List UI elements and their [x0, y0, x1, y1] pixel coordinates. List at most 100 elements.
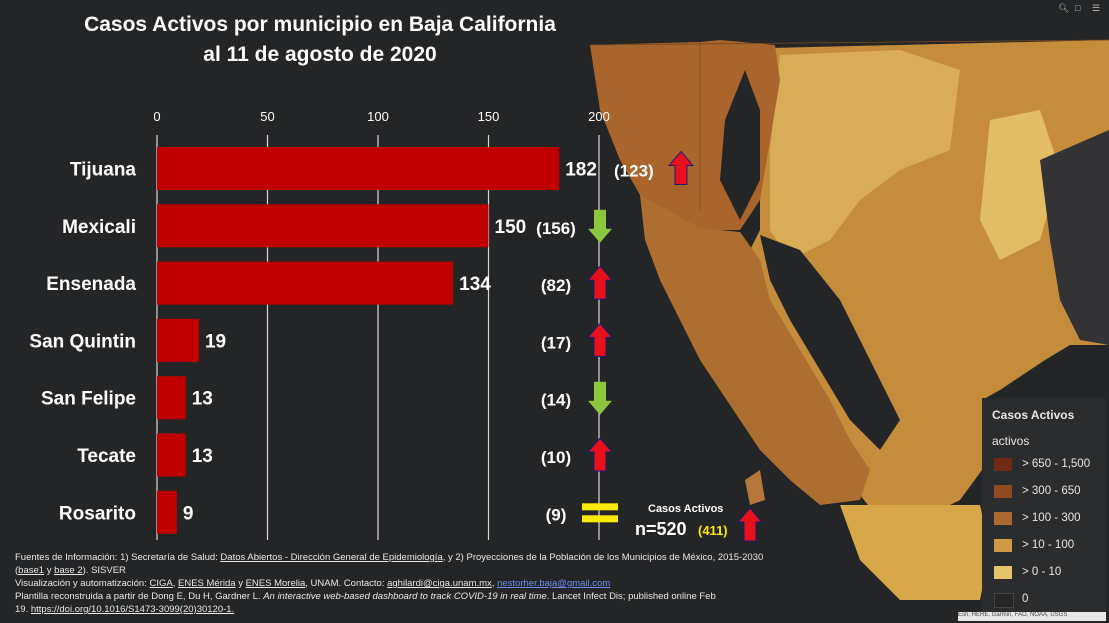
category-label: San Felipe — [41, 389, 136, 410]
footer-text: y — [235, 578, 246, 589]
footer-text: ). SISVER — [82, 565, 126, 576]
legend-swatch — [994, 485, 1012, 498]
map-region-gulf-south — [760, 235, 900, 450]
footer-text: Plantilla reconstruida a partir de Dong … — [15, 591, 264, 602]
x-tick-label: 50 — [260, 109, 274, 124]
map-region-bcs-tip — [745, 470, 765, 505]
category-label: Ensenada — [46, 274, 136, 295]
legend: Casos Activos activos > 650 - 1,500 > 30… — [982, 398, 1106, 618]
footer-line-1: Fuentes de Información: 1) Secretaría de… — [15, 552, 895, 563]
value-label: 182 — [565, 160, 597, 181]
footer-link[interactable]: CIGA — [149, 578, 173, 589]
trend-up-arrow — [736, 507, 764, 542]
bar — [157, 433, 186, 477]
bar — [157, 147, 560, 190]
previous-value-label: (10) — [541, 448, 571, 467]
trend-equal-sign — [582, 515, 618, 523]
footer-text: 19. — [15, 604, 31, 615]
bar — [157, 261, 454, 305]
x-tick-label: 200 — [588, 109, 610, 124]
legend-title: Casos Activos — [992, 408, 1075, 422]
footer-line-4: Plantilla reconstruida a partir de Dong … — [15, 591, 895, 602]
category-label: Rosarito — [59, 503, 136, 524]
footer-link[interactable]: ENES Morelia — [245, 578, 306, 589]
footer-line-5: 19. https://doi.org/10.1016/S1473-3099(2… — [15, 604, 895, 615]
map-attribution[interactable]: Esri, HERE, Garmin, FAO, NOAA, USGS — [958, 612, 1106, 621]
trend-up-arrow — [667, 150, 695, 185]
legend-item-label: > 0 - 10 — [1022, 566, 1062, 578]
bar — [157, 376, 186, 420]
map-region-chihuahua — [1040, 130, 1109, 345]
bar — [157, 490, 177, 534]
category-label: Tijuana — [70, 160, 137, 181]
trend-up-arrow — [586, 322, 614, 357]
map-region-sinaloa — [840, 505, 990, 600]
value-label: 13 — [192, 446, 213, 467]
legend-item-label: 0 — [1022, 593, 1029, 605]
legend-swatch — [994, 458, 1012, 471]
trend-equal-sign — [582, 503, 618, 511]
legend-swatch — [994, 539, 1012, 552]
category-label: San Quintin — [29, 331, 136, 352]
footer-link[interactable]: base1 — [18, 565, 45, 576]
footer-text: ( — [15, 565, 19, 576]
footer-text: , UNAM. Contacto: — [305, 578, 388, 589]
chart-title-line2: al 11 de agosto de 2020 — [203, 43, 437, 66]
legend-swatch — [994, 593, 1014, 608]
footer-line-2: (base1 y base 2). SISVER — [15, 565, 895, 576]
category-label: Mexicali — [62, 217, 136, 238]
footer-text: , — [172, 578, 178, 589]
value-label: 9 — [183, 503, 194, 524]
footer-text: y — [44, 565, 55, 576]
legend-item-label: > 100 - 300 — [1022, 512, 1081, 524]
map-region-sonora-east — [980, 110, 1060, 260]
previous-value-label: (123) — [614, 162, 654, 181]
footer-text: An interactive web-based dashboard to tr… — [263, 591, 547, 602]
value-label: 134 — [459, 274, 491, 295]
previous-value-label: (82) — [541, 276, 571, 295]
footer-text: Fuentes de Información: 1) Secretaría de… — [15, 552, 221, 563]
footer-link[interactable]: ENES Mérida — [178, 578, 236, 589]
total-previous-value: (411) — [698, 523, 728, 538]
footer-text: , y 2) Proyecciones de la Población de l… — [442, 552, 764, 563]
previous-value-label: (9) — [546, 505, 567, 524]
legend-swatch — [994, 512, 1012, 525]
value-label: 150 — [495, 217, 527, 238]
footer-link[interactable]: https://doi.org/10.1016/S1473-3099(20)30… — [30, 604, 235, 615]
footer-text: . Lancet Infect Dis; published online Fe… — [546, 591, 716, 602]
trend-down-arrow — [588, 381, 612, 415]
previous-value-label: (156) — [536, 219, 576, 238]
footer-text: , — [491, 578, 498, 589]
legend-item-label: > 10 - 100 — [1022, 539, 1075, 551]
total-value: n=520 — [635, 519, 687, 539]
footer-link[interactable]: Datos Abiertos - Dirección General de Ep… — [220, 552, 443, 563]
footer-link[interactable]: aghilardi@ciga.unam.mx — [387, 578, 492, 589]
x-tick-label: 150 — [478, 109, 500, 124]
trend-up-arrow — [586, 437, 614, 472]
bar — [157, 204, 489, 248]
legend-item-label: > 300 - 650 — [1022, 485, 1081, 497]
value-label: 19 — [205, 331, 226, 352]
x-tick-label: 100 — [367, 109, 389, 124]
previous-value-label: (14) — [541, 391, 571, 410]
value-label: 13 — [192, 389, 213, 410]
footer-link[interactable]: nestorher.baja@gmail.com — [497, 578, 611, 589]
map-region-baja-peninsula — [640, 195, 870, 505]
x-tick-label: 0 — [153, 109, 160, 124]
bookmark-icon[interactable]: □ — [1075, 3, 1081, 13]
footer-text: Visualización y automatización: — [15, 578, 150, 589]
legend-subtitle: activos — [992, 434, 1030, 448]
map-region-gulf — [720, 70, 760, 220]
legend-item-label: > 650 - 1,500 — [1022, 458, 1091, 470]
search-icon[interactable]: 🔍︎ — [1058, 3, 1070, 13]
trend-down-arrow — [588, 209, 612, 243]
previous-value-label: (17) — [541, 333, 571, 352]
legend-swatch — [994, 566, 1012, 579]
menu-icon[interactable]: ☰ — [1092, 3, 1101, 13]
footer-line-3: Visualización y automatización: CIGA, EN… — [15, 578, 895, 589]
bar — [157, 318, 199, 362]
footer-link[interactable]: base 2 — [54, 565, 83, 576]
